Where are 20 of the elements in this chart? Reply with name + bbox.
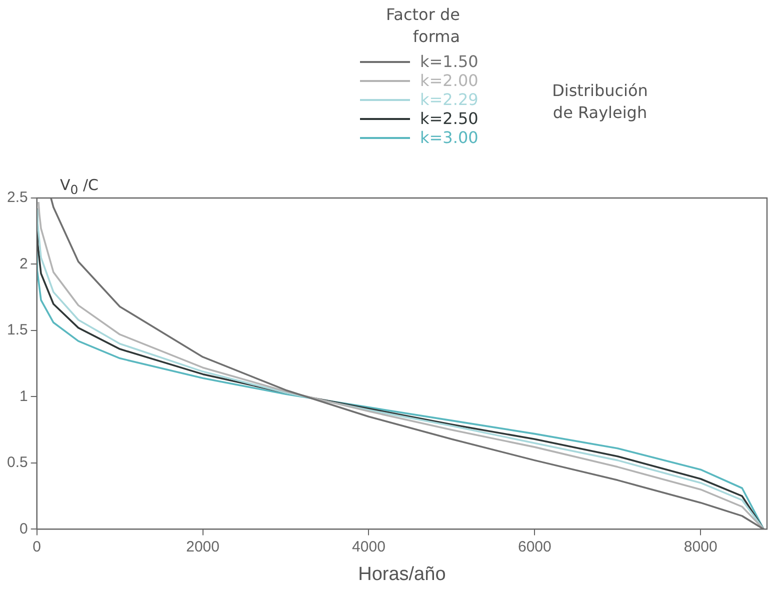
x-tick-label: 0 — [32, 538, 42, 556]
x-tick-label: 8000 — [684, 538, 718, 556]
x-tick-label: 4000 — [352, 538, 386, 556]
legend-label: k=2.50 — [420, 109, 478, 128]
legend-label: k=2.29 — [420, 90, 478, 109]
y-tick-label: 0.5 — [6, 454, 28, 472]
y-axis-title: V$_{0}$ /C — [60, 176, 99, 197]
y-tick-label: 0 — [20, 520, 28, 538]
x-tick-label: 2000 — [186, 538, 220, 556]
legend-label: k=2.00 — [420, 71, 478, 90]
text: Distribución de Rayleigh — [551, 80, 649, 124]
y-tick-label: 2.5 — [6, 189, 28, 206]
legend-label: k=1.50 — [420, 52, 478, 71]
legend-label: k=3.00 — [420, 128, 478, 147]
y-tick-label: 2 — [20, 255, 28, 272]
x-axis-title: Horas/año — [358, 564, 446, 585]
legend-title: Factor de forma — [384, 4, 460, 48]
y-tick-label: 1 — [20, 388, 28, 405]
y-tick-label: 1.5 — [6, 322, 28, 339]
x-tick-label: 6000 — [518, 538, 552, 556]
